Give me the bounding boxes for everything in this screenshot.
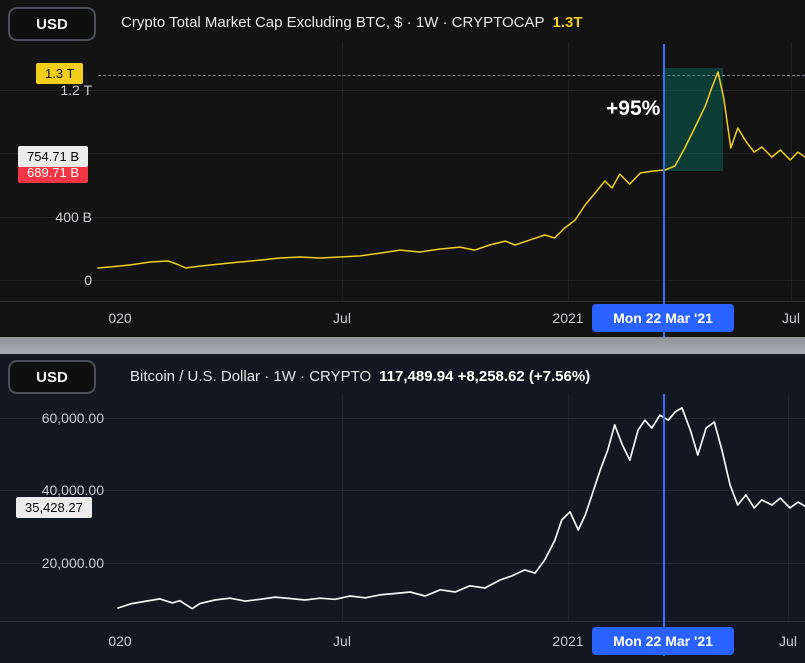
symbol-last-value: 1.3T [552,14,583,31]
gridline-vertical [342,42,343,300]
gridline-horizontal [0,418,805,419]
crosshair-time-badge-top: Mon 22 Mar '21 [592,304,734,332]
gridline-vertical [342,394,343,621]
gridline-vertical [568,42,569,300]
legend-top: Crypto Total Market Cap Excluding BTC, $… [121,14,583,31]
prev-close-badge: 689.71 B [18,162,89,183]
gridline-vertical [568,394,569,621]
measure-area [663,68,723,171]
crosshair-price-badge-bottom: 35,428.27 [16,497,92,518]
y-axis-label: 400 B [55,209,92,225]
gridline-vertical [791,42,792,300]
time-axis-separator [0,301,805,302]
symbol-title[interactable]: Bitcoin / U.S. Dollar · 1W · CRYPTO [130,368,372,385]
crosshair-time-badge-bottom: Mon 22 Mar '21 [592,627,734,655]
measure-change-label: +95% [606,97,661,120]
gridline-horizontal [0,217,805,218]
y-axis-label: 1.2 T [60,82,92,98]
y-axis-label: 40,000.00 [41,482,104,498]
last-price-badge: 1.3 T [36,63,84,84]
time-axis-separator [0,621,805,622]
symbol-title[interactable]: Crypto Total Market Cap Excluding BTC, $… [121,14,545,31]
x-axis-label: 020 [108,310,132,326]
y-axis-label: 0 [84,272,92,288]
crosshair-vline-top [663,44,665,337]
crosshair-price-badge-top: 754.71 B [18,146,89,167]
symbol-last-value: 117,489.94 +8,258.62 (+7.56%) [379,368,591,385]
x-axis-label: Jul [779,633,797,649]
legend-bottom: Bitcoin / U.S. Dollar · 1W · CRYPTO 117,… [130,368,590,385]
gridline-horizontal [0,490,805,491]
y-axis-label: 60,000.00 [41,410,104,426]
x-axis-label: 2021 [552,310,584,326]
x-axis-label: 2021 [552,633,584,649]
gridline-horizontal [0,280,805,281]
gridline-horizontal [0,563,805,564]
x-axis-label: Jul [782,310,800,326]
crosshair-vline-bottom [663,394,665,656]
currency-toggle-button-bottom[interactable]: USD [8,360,96,394]
x-axis-label: 020 [108,633,132,649]
pane-divider[interactable] [0,337,805,354]
gridline-vertical [788,394,789,621]
chart-pane-btcusd[interactable] [0,354,805,663]
x-axis-label: Jul [333,633,351,649]
x-axis-label: Jul [333,310,351,326]
currency-toggle-button-top[interactable]: USD [8,7,96,41]
y-axis-label: 20,000.00 [41,555,104,571]
